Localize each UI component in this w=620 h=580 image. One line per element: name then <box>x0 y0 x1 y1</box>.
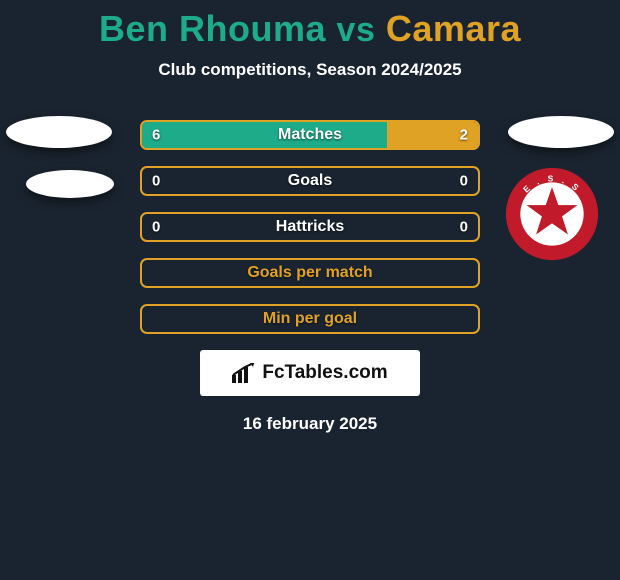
stat-label: Hattricks <box>276 218 344 236</box>
stat-row-matches: 6 2 Matches <box>140 120 480 150</box>
page-title: Ben Rhouma vs Camara <box>0 0 620 50</box>
player1-name: Ben Rhouma <box>99 8 326 49</box>
stat-label: Goals <box>288 172 332 190</box>
stat-value-right: 0 <box>460 219 468 236</box>
stat-value-left: 0 <box>152 219 160 236</box>
stat-value-left: 0 <box>152 173 160 190</box>
branding-text: FcTables.com <box>262 362 387 384</box>
bars-container: 6 2 Matches 0 0 Goals 0 0 Hattricks Goals per mat… <box>140 120 480 334</box>
stat-row-goals-per-match: Goals per match <box>140 258 480 288</box>
stat-row-goals: 0 0 Goals <box>140 166 480 196</box>
stat-label: Goals per match <box>247 264 372 282</box>
stat-row-min-per-goal: Min per goal <box>140 304 480 334</box>
stat-row-hattricks: 0 0 Hattricks <box>140 212 480 242</box>
subtitle: Club competitions, Season 2024/2025 <box>0 60 620 80</box>
ellipse-badge-left-1 <box>26 170 114 198</box>
stat-value-right: 0 <box>460 173 468 190</box>
ellipse-badge-left-0 <box>6 116 112 148</box>
club-logo-right: E . S . S <box>504 166 600 262</box>
player2-name: Camara <box>386 8 521 49</box>
stat-label: Matches <box>278 126 342 144</box>
ellipse-badge-right-0 <box>508 116 614 148</box>
stat-value-right: 2 <box>460 127 468 144</box>
footer-date: 16 february 2025 <box>0 414 620 434</box>
branding-box: FcTables.com <box>200 350 420 396</box>
stat-label: Min per goal <box>263 310 357 328</box>
fctables-chart-icon <box>232 363 256 383</box>
chart-area: E . S . S 6 2 Matches 0 0 Goals 0 0 Hattricks Goa… <box>0 120 620 434</box>
vs-separator: vs <box>337 11 376 49</box>
stat-value-left: 6 <box>152 127 160 144</box>
bar-fill-left <box>142 122 387 148</box>
